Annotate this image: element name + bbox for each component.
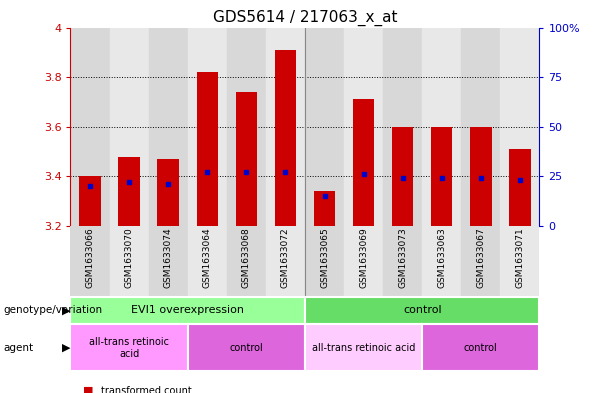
Bar [266,28,305,226]
Bar [70,28,110,226]
Bar [344,226,383,297]
Bar [70,297,305,324]
Text: GSM1633074: GSM1633074 [164,228,173,288]
Bar [392,127,413,226]
Bar [110,28,149,226]
Bar [422,226,462,297]
Bar [344,28,383,226]
Text: GSM1633064: GSM1633064 [203,228,211,288]
Text: GSM1633071: GSM1633071 [516,228,524,288]
Text: all-trans retinoic
acid: all-trans retinoic acid [89,337,169,358]
Bar [235,92,257,226]
Bar [500,226,539,297]
Bar [188,28,227,226]
Bar [500,28,539,226]
Bar [70,226,110,297]
Bar [275,50,296,226]
Bar [227,28,266,226]
Text: GSM1633066: GSM1633066 [86,228,94,288]
Bar [422,28,462,226]
Bar [188,324,305,371]
Text: GSM1633069: GSM1633069 [359,228,368,288]
Bar [70,324,188,371]
Text: GSM1633067: GSM1633067 [476,228,485,288]
Bar [188,226,227,297]
Bar [197,72,218,226]
Text: transformed count: transformed count [101,386,192,393]
Text: GSM1633073: GSM1633073 [398,228,407,288]
Bar [118,156,140,226]
Text: EVI1 overexpression: EVI1 overexpression [131,305,244,316]
Text: GSM1633072: GSM1633072 [281,228,290,288]
Text: all-trans retinoic acid: all-trans retinoic acid [312,343,415,353]
Bar [422,324,539,371]
Text: ▶: ▶ [62,343,70,353]
Bar [266,226,305,297]
Bar [227,226,266,297]
Text: control: control [403,305,441,316]
Bar [383,28,422,226]
Bar [383,226,422,297]
Bar [305,324,422,371]
Bar [314,191,335,226]
Text: GSM1633070: GSM1633070 [124,228,134,288]
Text: control: control [464,343,498,353]
Text: control: control [229,343,263,353]
Bar [149,28,188,226]
Text: GSM1633068: GSM1633068 [242,228,251,288]
Title: GDS5614 / 217063_x_at: GDS5614 / 217063_x_at [213,10,397,26]
Bar [462,226,500,297]
Bar [462,28,500,226]
Bar [79,176,101,226]
Text: genotype/variation: genotype/variation [3,305,102,316]
Bar [353,99,375,226]
Text: ▶: ▶ [62,305,70,316]
Bar [305,226,344,297]
Bar [305,297,539,324]
Bar [158,159,179,226]
Bar [110,226,149,297]
Bar [431,127,452,226]
Bar [305,28,344,226]
Bar [149,226,188,297]
Text: GSM1633065: GSM1633065 [320,228,329,288]
Text: agent: agent [3,343,33,353]
Text: ■: ■ [83,386,93,393]
Text: GSM1633063: GSM1633063 [437,228,446,288]
Bar [509,149,531,226]
Bar [470,127,492,226]
